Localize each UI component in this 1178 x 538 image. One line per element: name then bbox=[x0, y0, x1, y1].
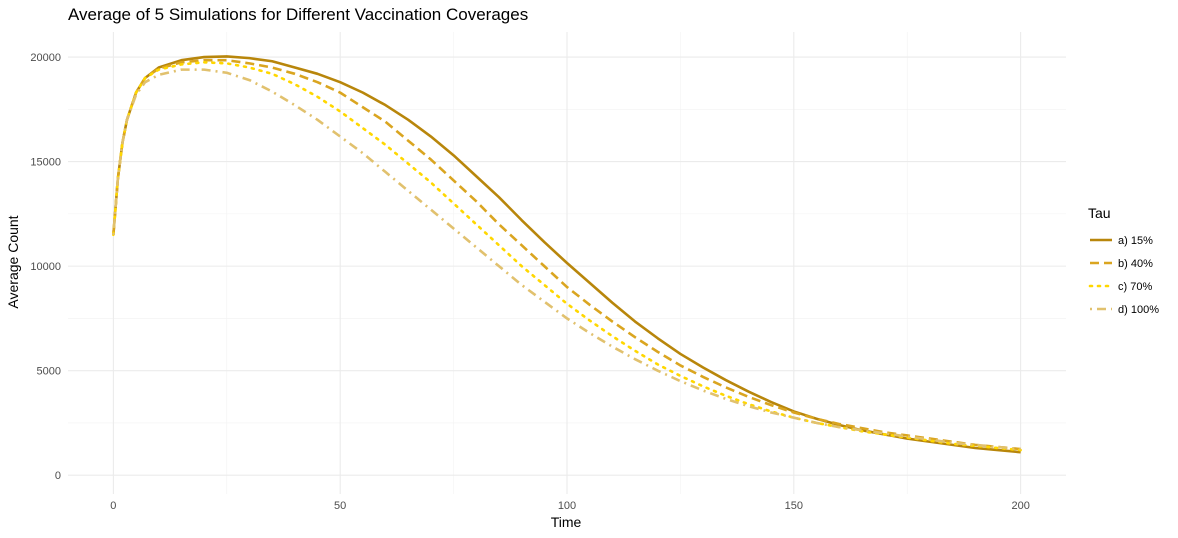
x-tick-label: 50 bbox=[334, 500, 346, 512]
legend: Tau a) 15% b) 40% c) 70% d) 100% bbox=[1088, 205, 1159, 316]
x-axis-ticks: 0 50 100 150 200 bbox=[110, 500, 1030, 512]
legend-label-2: b) 40% bbox=[1118, 258, 1153, 270]
series-lines bbox=[112, 55, 1022, 454]
y-tick-label: 20000 bbox=[30, 52, 61, 64]
series-line-2 bbox=[112, 58, 1021, 451]
legend-label-4: d) 100% bbox=[1118, 304, 1159, 316]
legend-label-3: c) 70% bbox=[1118, 281, 1152, 293]
y-tick-label: 15000 bbox=[30, 157, 61, 169]
y-axis-label: Average Count bbox=[5, 215, 21, 308]
x-tick-label: 150 bbox=[785, 500, 803, 512]
y-tick-label: 0 bbox=[55, 470, 61, 482]
y-tick-label: 10000 bbox=[30, 261, 61, 273]
legend-label-1: a) 15% bbox=[1118, 235, 1153, 247]
x-axis-label: Time bbox=[551, 514, 582, 530]
chart-title: Average of 5 Simulations for Different V… bbox=[68, 5, 528, 24]
legend-title: Tau bbox=[1088, 205, 1111, 221]
x-tick-label: 0 bbox=[110, 500, 116, 512]
x-tick-label: 100 bbox=[558, 500, 576, 512]
y-axis-ticks: 0 5000 10000 15000 20000 bbox=[30, 52, 61, 482]
y-tick-label: 5000 bbox=[37, 366, 61, 378]
x-tick-label: 200 bbox=[1011, 500, 1029, 512]
series-line-4 bbox=[112, 68, 1021, 451]
